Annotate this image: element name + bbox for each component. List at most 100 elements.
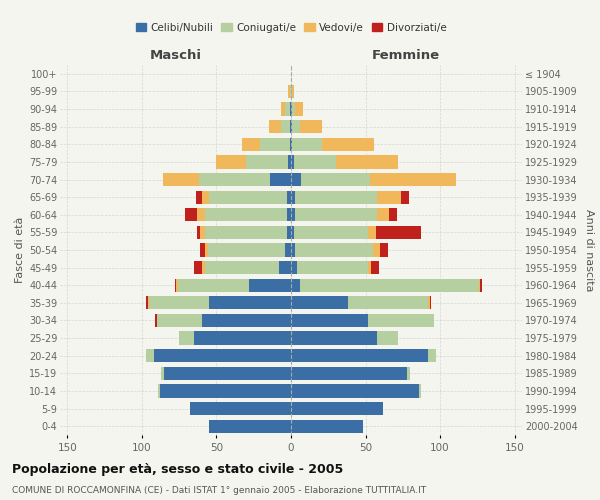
Bar — [373, 244, 380, 256]
Bar — [199, 173, 270, 186]
Bar — [300, 278, 479, 292]
Bar — [290, 102, 291, 116]
Bar — [300, 120, 322, 134]
Bar — [154, 349, 291, 362]
Bar — [161, 366, 164, 380]
Bar — [368, 314, 434, 327]
Bar — [291, 349, 428, 362]
Bar — [480, 278, 482, 292]
Bar — [371, 261, 379, 274]
Bar — [160, 384, 291, 398]
Bar — [368, 261, 371, 274]
Bar — [158, 384, 160, 398]
Bar — [197, 208, 205, 222]
Bar — [205, 226, 287, 239]
Bar — [377, 332, 398, 344]
Bar — [479, 278, 480, 292]
Bar — [205, 208, 287, 222]
Bar — [197, 226, 200, 239]
Bar — [430, 296, 431, 310]
Bar — [287, 226, 291, 239]
Bar — [270, 173, 291, 186]
Bar — [291, 120, 292, 134]
Bar — [292, 85, 294, 98]
Bar — [291, 173, 301, 186]
Bar — [297, 261, 368, 274]
Bar — [290, 120, 291, 134]
Bar — [347, 296, 428, 310]
Bar — [295, 244, 373, 256]
Bar — [380, 244, 388, 256]
Bar — [291, 138, 292, 151]
Bar — [288, 85, 290, 98]
Bar — [288, 156, 291, 168]
Bar — [428, 296, 430, 310]
Legend: Celibi/Nubili, Coniugati/e, Vedovi/e, Divorziati/e: Celibi/Nubili, Coniugati/e, Vedovi/e, Di… — [131, 18, 451, 36]
Bar — [194, 261, 202, 274]
Bar — [336, 156, 398, 168]
Bar — [202, 261, 205, 274]
Bar — [209, 420, 291, 433]
Text: COMUNE DI ROCCAMONFINA (CE) - Dati ISTAT 1° gennaio 2005 - Elaborazione TUTTITAL: COMUNE DI ROCCAMONFINA (CE) - Dati ISTAT… — [12, 486, 426, 495]
Bar — [146, 349, 154, 362]
Bar — [291, 208, 295, 222]
Bar — [294, 226, 368, 239]
Bar — [292, 138, 322, 151]
Bar — [209, 190, 287, 204]
Bar — [157, 314, 202, 327]
Y-axis label: Fasce di età: Fasce di età — [14, 217, 25, 283]
Bar — [205, 244, 208, 256]
Bar — [295, 190, 377, 204]
Bar — [217, 156, 246, 168]
Bar — [377, 208, 389, 222]
Bar — [389, 208, 397, 222]
Bar — [209, 296, 291, 310]
Bar — [146, 296, 148, 310]
Bar — [401, 190, 409, 204]
Bar — [164, 366, 291, 380]
Bar — [285, 244, 291, 256]
Bar — [292, 102, 295, 116]
Bar — [269, 120, 281, 134]
Bar — [291, 102, 292, 116]
Text: Maschi: Maschi — [150, 50, 202, 62]
Bar — [377, 190, 401, 204]
Bar — [291, 190, 295, 204]
Bar — [242, 138, 260, 151]
Bar — [291, 384, 419, 398]
Bar — [279, 261, 291, 274]
Bar — [287, 190, 291, 204]
Bar — [291, 244, 295, 256]
Bar — [370, 173, 457, 186]
Bar — [179, 332, 194, 344]
Bar — [260, 138, 290, 151]
Bar — [246, 156, 288, 168]
Bar — [290, 85, 291, 98]
Bar — [176, 278, 178, 292]
Bar — [368, 226, 376, 239]
Bar — [175, 278, 176, 292]
Bar — [291, 366, 407, 380]
Bar — [190, 402, 291, 415]
Bar — [291, 278, 300, 292]
Bar — [291, 402, 383, 415]
Bar — [185, 208, 197, 222]
Bar — [202, 190, 209, 204]
Bar — [155, 314, 157, 327]
Bar — [202, 314, 291, 327]
Bar — [291, 85, 292, 98]
Bar — [419, 384, 421, 398]
Bar — [301, 173, 370, 186]
Bar — [291, 156, 294, 168]
Bar — [194, 332, 291, 344]
Bar — [322, 138, 374, 151]
Bar — [290, 138, 291, 151]
Text: Femmine: Femmine — [371, 50, 440, 62]
Bar — [295, 102, 303, 116]
Bar — [149, 296, 209, 310]
Bar — [291, 314, 368, 327]
Text: Popolazione per età, sesso e stato civile - 2005: Popolazione per età, sesso e stato civil… — [12, 462, 343, 475]
Bar — [295, 208, 377, 222]
Bar — [291, 296, 347, 310]
Bar — [200, 226, 205, 239]
